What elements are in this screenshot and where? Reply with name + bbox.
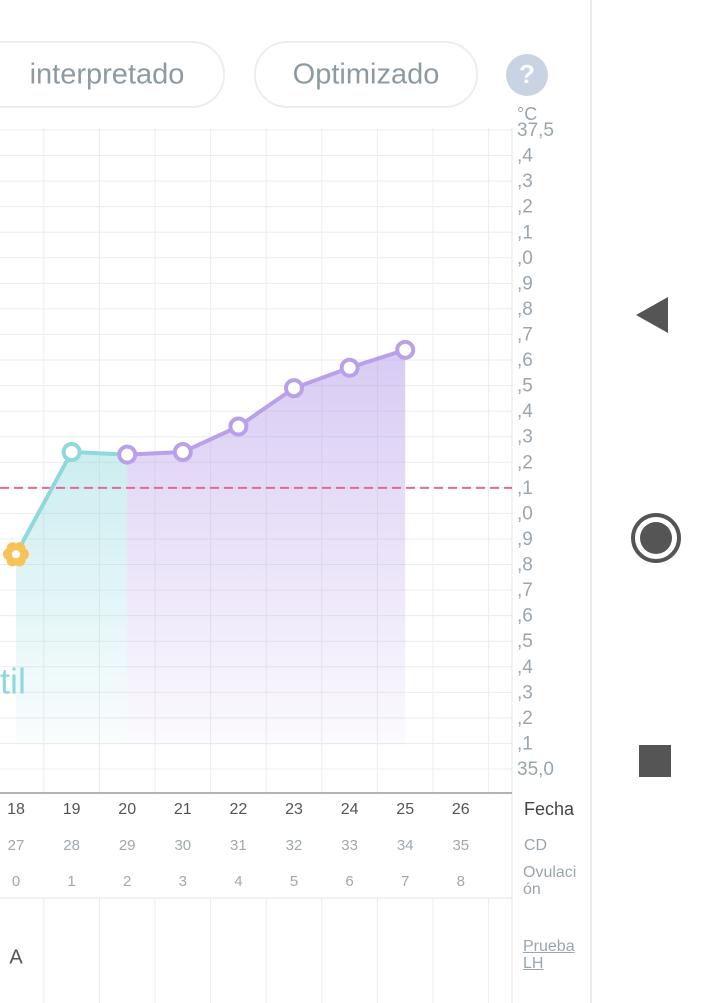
x-tick-label: 23 — [285, 801, 303, 818]
y-tick-label: 37,5 — [517, 120, 554, 141]
toggle-button[interactable] — [0, 41, 225, 108]
y-tick-label: ,7 — [517, 580, 533, 601]
point — [339, 357, 360, 378]
flower-center — [12, 550, 20, 559]
y-tick-label: 35,0 — [517, 759, 554, 780]
y-tick-label: ,1 — [517, 222, 533, 243]
nav-home[interactable] — [631, 513, 681, 563]
y-tick-label: ,2 — [517, 452, 533, 473]
ovulation-label: 1 — [67, 873, 75, 890]
button-label[interactable]: Optimizado — [293, 59, 440, 91]
cd-label: 35 — [452, 837, 469, 854]
x-tick-label: 20 — [118, 801, 136, 818]
y-tick-label: ,1 — [517, 733, 533, 754]
nav-back[interactable] — [636, 297, 668, 333]
row-label: Fecha — [524, 799, 575, 819]
x-tick-label: 21 — [174, 801, 192, 818]
nav-home-dot[interactable] — [640, 522, 672, 554]
log-marker: A — [9, 946, 23, 968]
cd-label: 30 — [174, 837, 191, 854]
cd-label: 34 — [397, 837, 414, 854]
x-tick-label: 26 — [452, 801, 470, 818]
ovulation-label: 2 — [123, 873, 131, 890]
point — [61, 442, 82, 463]
cd-label: 29 — [119, 837, 136, 854]
ovulation-label: 8 — [457, 873, 465, 890]
y-tick-label: ,5 — [517, 631, 533, 652]
y-tick-label: ,1 — [517, 478, 533, 499]
x-tick-label: 24 — [341, 801, 359, 818]
ovulation-label: 3 — [179, 873, 187, 890]
x-tick-label: 25 — [396, 801, 414, 818]
cd-label: 31 — [230, 837, 247, 854]
button-label[interactable]: interpretado — [30, 59, 185, 91]
fill-layer — [16, 349, 406, 745]
y-tick-label: ,0 — [517, 503, 533, 524]
y-tick-label: ,7 — [517, 324, 533, 345]
point — [284, 378, 304, 399]
x-tick-label: 22 — [230, 801, 248, 818]
point — [228, 416, 249, 437]
help-icon[interactable]: ? — [519, 59, 535, 89]
y-tick-label: ,4 — [517, 146, 533, 167]
help-button[interactable] — [506, 54, 548, 96]
y-tick-label: ,4 — [517, 657, 533, 678]
y-tick-label: ,3 — [517, 171, 533, 192]
cd-label: 32 — [286, 837, 303, 854]
point — [117, 444, 138, 465]
y-tick-label: ,9 — [517, 529, 533, 550]
mark-layer: 37,5,4,3,2,1,0,9,8,7,6,5,4,3,2,1,0,9,8,7… — [0, 120, 554, 890]
row-label: CD — [524, 837, 547, 854]
ovulation-label: 4 — [234, 873, 242, 890]
ovulation-label: 7 — [401, 873, 409, 890]
y-tick-label: ,3 — [517, 682, 533, 703]
cd-label: 33 — [341, 837, 358, 854]
point — [172, 442, 193, 463]
y-tick-label: ,6 — [517, 606, 533, 627]
y-tick-label: ,9 — [517, 273, 533, 294]
ovulation-label: 5 — [290, 873, 298, 890]
area-fill — [127, 349, 406, 745]
area-fill — [16, 452, 128, 745]
y-tick-label: ,5 — [517, 376, 533, 397]
x-tick-label: 18 — [7, 801, 25, 818]
toggle-button[interactable] — [254, 41, 478, 108]
ovulation-label: 6 — [345, 873, 353, 890]
row-label: Ovulación — [523, 864, 577, 898]
phase-label: til — [0, 661, 26, 702]
cd-label: 28 — [63, 837, 80, 854]
flower-marker — [3, 542, 29, 567]
point — [395, 339, 416, 360]
y-tick-label: ,0 — [517, 248, 533, 269]
cd-label: 27 — [8, 837, 25, 854]
lh-test-link[interactable]: Prueba LH — [523, 938, 575, 972]
x-tick-label: 19 — [63, 801, 81, 818]
y-tick-label: ,2 — [517, 708, 533, 729]
y-tick-label: ,8 — [517, 555, 533, 576]
y-tick-label: ,4 — [517, 401, 533, 422]
y-tick-label: ,8 — [517, 299, 533, 320]
y-tick-label: ,6 — [517, 350, 533, 371]
series-line — [14, 451, 74, 556]
y-tick-label: ,2 — [517, 197, 533, 218]
ovulation-label: 0 — [12, 873, 20, 890]
y-unit: °C — [517, 104, 537, 124]
y-tick-label: ,3 — [517, 427, 533, 448]
nav-recent[interactable] — [639, 745, 671, 777]
